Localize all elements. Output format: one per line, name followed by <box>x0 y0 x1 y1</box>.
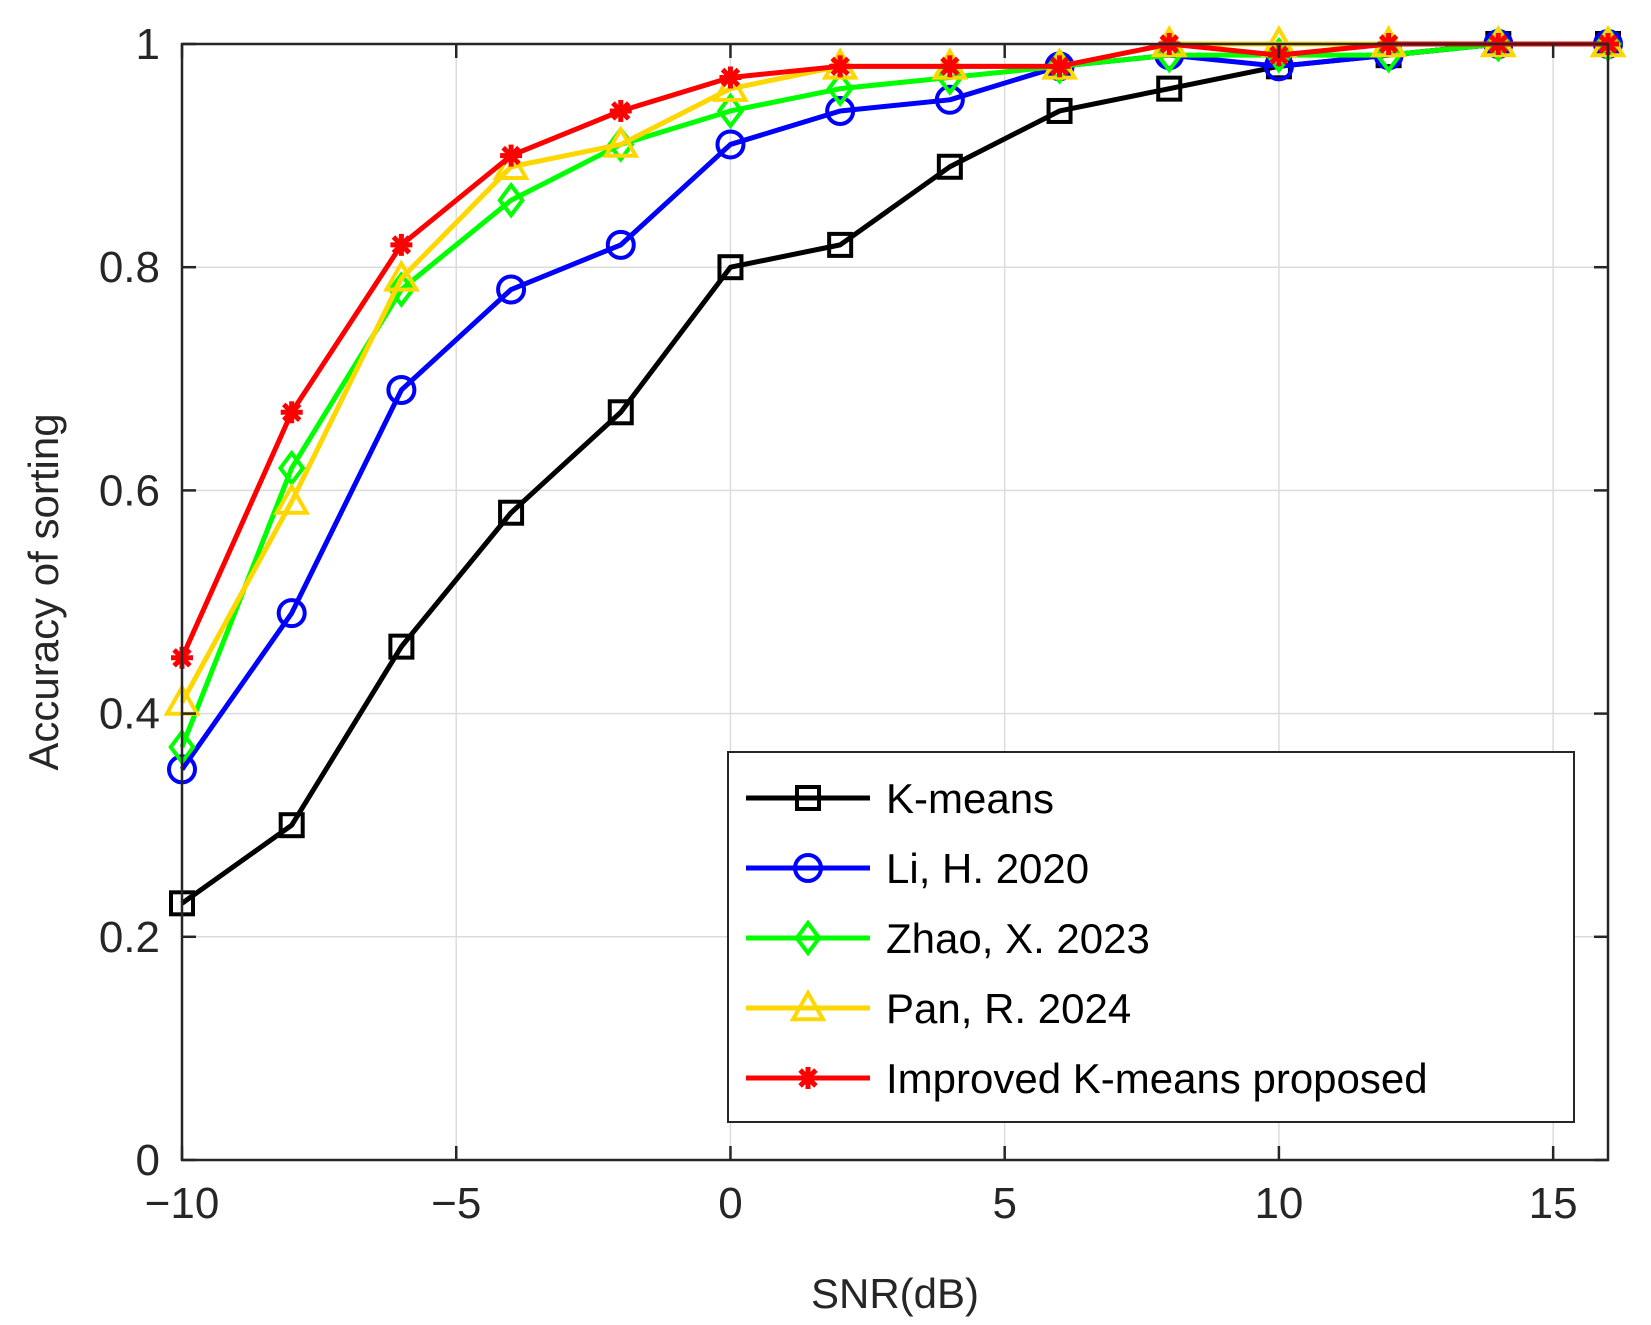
data-point-circle <box>793 853 823 883</box>
data-point-square <box>278 812 305 839</box>
asterisk-stroke <box>611 101 631 121</box>
legend-label: K-means <box>886 775 1054 822</box>
asterisk-stroke <box>391 235 412 255</box>
legend-label: Improved K-means proposed <box>886 1055 1428 1102</box>
data-point-asterisk <box>829 55 852 78</box>
data-point-asterisk <box>938 55 961 78</box>
data-point-circle <box>496 274 527 305</box>
y-tick-label: 0.4 <box>99 690 160 739</box>
data-point-asterisk <box>797 1067 819 1089</box>
series-line <box>179 41 1608 748</box>
axes <box>180 42 1610 1162</box>
data-point-square <box>795 785 821 811</box>
y-tick-label: 0 <box>136 1136 160 1185</box>
asterisk-stroke <box>830 56 850 77</box>
data-point-square <box>607 399 634 426</box>
series-line <box>179 41 1608 771</box>
data-point-square <box>827 231 854 258</box>
series-improved-k-means-proposed <box>171 33 1619 669</box>
data-point-square <box>1156 75 1183 102</box>
legend-entry: Li, H. 2020 <box>746 845 1089 892</box>
data-point-square <box>1046 97 1073 124</box>
legend-entries: K-means Li, H. 2020 Zhao, X. 2023 Pan, R. 2… <box>746 775 1428 1102</box>
legend: K-means Li, H. 2020 Zhao, X. 2023 Pan, R. 2… <box>727 751 1575 1123</box>
data-point-asterisk <box>719 66 742 89</box>
data-point-asterisk <box>280 401 303 424</box>
data-point-square <box>717 254 744 281</box>
series-line <box>179 41 1608 704</box>
data-point-circle <box>605 229 636 260</box>
x-tick-label: 5 <box>992 1179 1016 1228</box>
x-tick-label: 10 <box>1254 1179 1303 1228</box>
x-axis-ticks: −10 −5 0 5 10 15 <box>145 44 1578 1228</box>
y-tick-label: 0.8 <box>99 243 160 292</box>
data-point-square <box>498 499 525 526</box>
x-tick-label: 0 <box>718 1179 742 1228</box>
data-point-circle <box>715 129 746 160</box>
x-tick-label: −5 <box>431 1179 481 1228</box>
data-point-diamond <box>794 919 822 957</box>
asterisk-stroke <box>940 56 960 77</box>
data-point-diamond <box>497 181 525 219</box>
data-point-circle <box>386 374 417 405</box>
data-point-diamond <box>716 92 745 130</box>
asterisk-stroke <box>282 402 302 422</box>
legend-label: Zhao, X. 2023 <box>886 915 1150 962</box>
data-point-circle <box>825 95 856 126</box>
data-point-asterisk <box>1048 55 1071 78</box>
data-point-asterisk <box>609 99 632 122</box>
legend-label: Pan, R. 2024 <box>886 985 1131 1032</box>
asterisk-stroke <box>501 145 521 166</box>
data-point-square <box>388 633 415 660</box>
data-point-triangle <box>712 69 749 102</box>
y-axis-title: Accuracy of sorting <box>20 413 67 770</box>
legend-label: Li, H. 2020 <box>886 845 1089 892</box>
series-line <box>179 41 1608 659</box>
data-point-asterisk <box>500 144 523 167</box>
data-point-triangle <box>789 988 827 1022</box>
legend-entry: K-means <box>746 775 1054 822</box>
data-point-diamond <box>826 70 854 107</box>
legend-entry: Improved K-means proposed <box>746 1055 1428 1102</box>
data-point-triangle <box>382 259 420 292</box>
y-axis-ticks: 0 0.2 0.4 0.6 0.8 1 <box>99 20 1608 1185</box>
data-point-triangle <box>602 125 640 158</box>
data-point-diamond <box>387 271 416 308</box>
plot-frame <box>180 42 1610 1162</box>
y-tick-label: 0.2 <box>99 913 160 962</box>
x-tick-label: 15 <box>1529 1179 1578 1228</box>
data-point-circle <box>934 84 965 115</box>
legend-entry: Pan, R. 2024 <box>746 985 1131 1032</box>
asterisk-stroke <box>720 67 741 88</box>
y-tick-label: 1 <box>136 20 160 69</box>
legend-entry: Zhao, X. 2023 <box>746 915 1150 962</box>
data-point-square <box>936 153 963 180</box>
asterisk-stroke <box>798 1068 818 1088</box>
y-tick-label: 0.6 <box>99 466 160 515</box>
x-tick-label: −10 <box>145 1179 220 1228</box>
data-point-circle <box>276 598 307 629</box>
x-axis-title: SNR(dB) <box>811 1270 979 1317</box>
asterisk-stroke <box>1049 56 1070 77</box>
series-pan-r-2024 <box>163 24 1627 716</box>
data-point-triangle <box>273 482 311 515</box>
data-point-asterisk <box>390 233 413 256</box>
